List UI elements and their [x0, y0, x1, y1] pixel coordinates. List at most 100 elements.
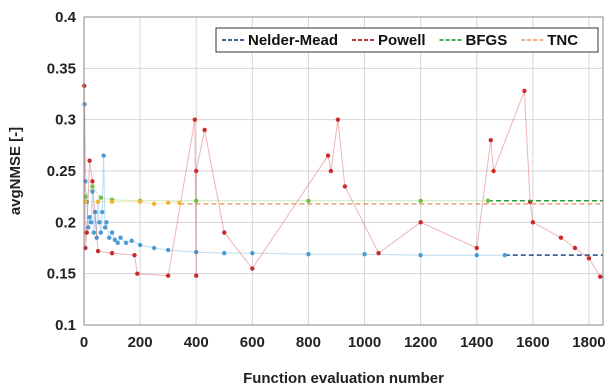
y-tick-label: 0.15 — [47, 266, 76, 283]
x-axis-label: Function evaluation number — [243, 370, 444, 387]
data-point — [488, 138, 493, 143]
legend-label: Nelder-Mead — [248, 32, 338, 49]
data-point — [597, 274, 603, 279]
data-point — [123, 240, 129, 246]
y-tick-labels: 0.1 0.15 0.2 0.25 0.3 0.35 0.4 — [47, 9, 77, 334]
data-point — [104, 220, 109, 225]
data-point — [202, 127, 207, 133]
data-point — [572, 245, 578, 251]
x-tick-label: 400 — [184, 334, 209, 351]
data-point — [101, 153, 106, 158]
data-point — [129, 238, 134, 244]
series-layer — [82, 83, 603, 279]
data-point — [90, 179, 95, 184]
data-point — [109, 199, 115, 204]
x-tick-label: 800 — [296, 334, 321, 351]
y-tick-label: 0.4 — [55, 9, 77, 26]
legend-label: BFGS — [466, 32, 508, 49]
data-point — [97, 220, 102, 225]
data-point — [87, 158, 92, 163]
data-point — [137, 242, 143, 248]
data-point — [86, 225, 91, 230]
data-point — [474, 245, 479, 251]
data-point — [88, 220, 94, 225]
legend: Nelder-Mead Powell BFGS TNC — [215, 27, 599, 53]
y-tick-label: 0.1 — [55, 317, 76, 334]
data-point — [135, 271, 140, 276]
data-point — [325, 153, 331, 158]
plot-frame — [83, 16, 604, 326]
data-point — [306, 198, 311, 203]
data-point — [132, 252, 137, 258]
data-point — [95, 248, 101, 254]
data-point — [151, 201, 157, 207]
data-point — [192, 117, 198, 122]
series-nelder-mead — [82, 102, 603, 258]
x-tick-label: 1200 — [404, 334, 437, 351]
legend-label: TNC — [547, 32, 578, 49]
data-point — [194, 198, 199, 203]
x-tick-label: 200 — [128, 334, 153, 351]
data-point — [376, 250, 381, 256]
data-point — [335, 117, 341, 122]
data-point — [250, 250, 255, 256]
axes — [83, 16, 604, 326]
x-tick-label: 1400 — [460, 334, 493, 351]
x-tick-label: 1800 — [572, 334, 605, 351]
x-tick-label: 1000 — [348, 334, 381, 351]
data-point — [530, 220, 536, 225]
x-tick-label: 0 — [80, 334, 88, 351]
data-point — [109, 230, 115, 235]
data-point — [165, 247, 171, 253]
data-point — [90, 189, 95, 194]
data-point — [165, 273, 171, 278]
data-point — [474, 252, 479, 258]
data-point — [118, 235, 123, 240]
data-point — [107, 235, 112, 240]
data-point — [98, 195, 104, 200]
data-point — [102, 225, 108, 230]
data-point — [91, 230, 97, 235]
data-point — [502, 252, 508, 258]
data-point — [109, 250, 115, 256]
data-point — [491, 168, 496, 174]
y-tick-label: 0.35 — [47, 60, 76, 77]
data-point — [586, 256, 592, 261]
data-point — [177, 200, 182, 206]
data-point — [112, 237, 118, 242]
y-tick-label: 0.3 — [55, 112, 76, 129]
data-point — [418, 252, 423, 258]
x-tick-label: 1600 — [516, 334, 549, 351]
data-point — [222, 230, 227, 235]
data-point — [115, 240, 120, 246]
series-tnc — [83, 199, 603, 207]
data-point — [194, 168, 199, 174]
data-point — [98, 230, 104, 235]
x-tick-labels: 0 200 400 600 800 1000 1200 1400 1600 1800 — [80, 334, 606, 351]
data-point — [100, 209, 105, 215]
data-point — [90, 184, 95, 189]
series-powell — [82, 83, 603, 279]
data-point — [418, 198, 423, 203]
data-point — [95, 199, 101, 204]
data-point — [84, 230, 90, 235]
data-point — [342, 184, 348, 189]
series-path — [84, 104, 505, 256]
grid — [83, 16, 603, 326]
data-point — [194, 273, 199, 278]
data-point — [306, 251, 311, 257]
series-path — [83, 85, 601, 277]
y-tick-label: 0.25 — [47, 163, 76, 180]
x-tick-label: 600 — [240, 334, 265, 351]
data-point — [93, 209, 98, 215]
data-point — [151, 245, 157, 251]
y-axis-label: avgNMSE [-] — [7, 127, 24, 215]
data-point — [222, 250, 227, 256]
data-point — [94, 235, 99, 240]
legend-label: Powell — [378, 32, 426, 49]
data-point — [418, 220, 423, 225]
y-tick-label: 0.2 — [55, 214, 76, 231]
data-point — [194, 249, 199, 255]
data-point — [558, 235, 564, 240]
